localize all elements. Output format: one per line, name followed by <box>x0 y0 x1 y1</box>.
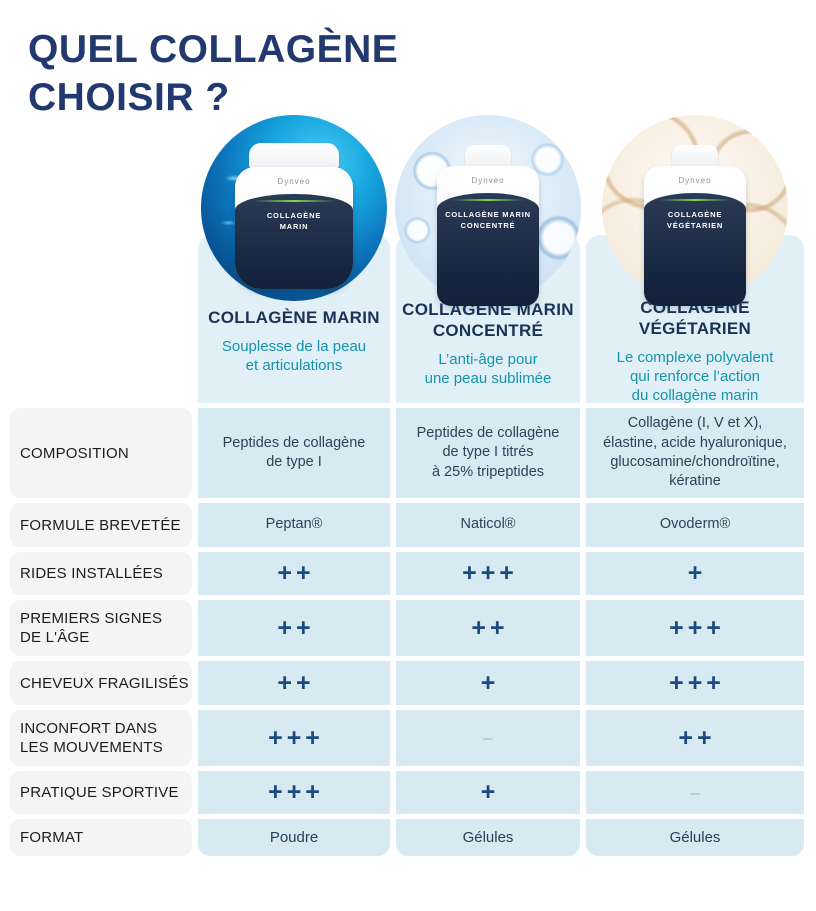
row-label-formule-brevetee: FORMULE BREVETÉE <box>10 503 192 547</box>
format-cell: Gélules <box>586 819 804 856</box>
rating-cell: – <box>396 710 580 766</box>
brand-label: Dynveo <box>678 176 712 185</box>
dash-mark: – <box>690 782 700 802</box>
product-image-collagene-marin-concentre: Dynveo COLLAGÈNE MARIN CONCENTRÉ <box>395 115 581 306</box>
bottle-cap <box>672 145 718 169</box>
jar-lid <box>249 143 339 169</box>
jar-body: Dynveo COLLAGÈNE MARIN <box>235 167 353 289</box>
jar-label-text: COLLAGÈNE MARIN <box>266 211 322 231</box>
bottle-front-label: COLLAGÈNE VÉGÉTARIEN <box>644 193 746 306</box>
rating-cell: + <box>586 552 804 595</box>
rating-cell: +++ <box>198 710 390 766</box>
powder-jar: Dynveo COLLAGÈNE MARIN <box>235 143 353 289</box>
product-card-collagene-marin-concentre: Dynveo COLLAGÈNE MARIN CONCENTRÉ COLLAGÈ… <box>395 115 581 403</box>
plus-marks: + <box>480 668 500 697</box>
plus-marks: ++ <box>277 559 315 587</box>
brand-label: Dynveo <box>277 177 311 186</box>
rating-cell: ++ <box>396 600 580 656</box>
plus-marks: +++ <box>669 613 725 642</box>
plus-marks: +++ <box>462 559 518 587</box>
format-cell: Gélules <box>396 819 580 856</box>
product-tagline: L’anti-âge pour une peau sublimée <box>424 351 552 387</box>
row-label-rides-installees: RIDES INSTALLÉES <box>10 552 192 595</box>
label-accent-line <box>252 200 336 202</box>
rating-cell: + <box>396 661 580 705</box>
rating-cell: – <box>586 771 804 814</box>
product-image-collagene-vegetarien: Dynveo COLLAGÈNE VÉGÉTARIEN <box>602 115 788 306</box>
plus-marks: + <box>687 559 707 587</box>
rating-cell: ++ <box>198 661 390 705</box>
rating-cell: +++ <box>396 552 580 595</box>
jar-front-label: COLLAGÈNE MARIN <box>235 194 353 289</box>
rating-cell: +++ <box>586 600 804 656</box>
composition-cell: Peptides de collagène de type I <box>198 408 390 498</box>
rating-cell: ++ <box>198 552 390 595</box>
header-empty-corner <box>10 235 192 403</box>
rating-cell: +++ <box>586 661 804 705</box>
brand-label: Dynveo <box>471 176 505 185</box>
bottle-label-text: COLLAGÈNE VÉGÉTARIEN <box>666 210 724 230</box>
rating-cell: ++ <box>586 710 804 766</box>
row-label-format: FORMAT <box>10 819 192 856</box>
comparison-table: Dynveo COLLAGÈNE MARIN COLLAGÈNE MARIN S… <box>10 115 806 856</box>
page-title: QUEL COLLAGÈNE CHOISIR ? <box>28 28 399 119</box>
row-label-premiers-signes: PREMIERS SIGNES DE L'ÂGE <box>10 600 192 656</box>
rating-cell: +++ <box>198 771 390 814</box>
bottle-front-label: COLLAGÈNE MARIN CONCENTRÉ <box>437 193 539 306</box>
plus-marks: ++ <box>277 668 315 697</box>
plus-marks: ++ <box>471 613 509 642</box>
product-image-collagene-marin: Dynveo COLLAGÈNE MARIN <box>201 115 387 301</box>
row-label-composition: COMPOSITION <box>10 408 192 498</box>
product-tagline: Souplesse de la peau et articulations <box>221 338 367 374</box>
patented-formula-cell: Naticol® <box>396 503 580 547</box>
format-cell: Poudre <box>198 819 390 856</box>
product-name: COLLAGÈNE MARIN <box>208 308 380 327</box>
row-label-inconfort-mouvements: INCONFORT DANS LES MOUVEMENTS <box>10 710 192 766</box>
plus-marks: +++ <box>268 778 324 806</box>
product-card-collagene-marin: Dynveo COLLAGÈNE MARIN COLLAGÈNE MARIN S… <box>198 115 390 403</box>
rating-cell: ++ <box>198 600 390 656</box>
product-tagline: Le complexe polyvalent qui renforce l’ac… <box>616 349 774 404</box>
plus-marks: ++ <box>678 723 716 752</box>
row-label-pratique-sportive: PRATIQUE SPORTIVE <box>10 771 192 814</box>
product-card-collagene-vegetarien: Dynveo COLLAGÈNE VÉGÉTARIEN COLLAGÈNE VÉ… <box>586 115 804 404</box>
plus-marks: +++ <box>669 668 725 697</box>
composition-cell: Peptides de collagène de type I titrés à… <box>396 408 580 498</box>
bottle-body: Dynveo COLLAGÈNE VÉGÉTARIEN <box>644 166 746 306</box>
bottle-label-text: COLLAGÈNE MARIN CONCENTRÉ <box>445 210 531 230</box>
patented-formula-cell: Peptan® <box>198 503 390 547</box>
dash-mark: – <box>483 728 493 747</box>
label-accent-line <box>452 199 524 201</box>
plus-marks: ++ <box>277 613 315 642</box>
composition-cell: Collagène (I, V et X), élastine, acide h… <box>586 408 804 498</box>
row-label-cheveux-fragilises: CHEVEUX FRAGILISÉS <box>10 661 192 705</box>
rating-cell: + <box>396 771 580 814</box>
capsule-bottle: Dynveo COLLAGÈNE VÉGÉTARIEN <box>644 145 746 306</box>
capsule-bottle: Dynveo COLLAGÈNE MARIN CONCENTRÉ <box>437 145 539 306</box>
plus-marks: + <box>480 778 500 806</box>
bottle-cap <box>465 145 511 169</box>
patented-formula-cell: Ovoderm® <box>586 503 804 547</box>
plus-marks: +++ <box>268 723 324 752</box>
bottle-body: Dynveo COLLAGÈNE MARIN CONCENTRÉ <box>437 166 539 306</box>
label-accent-line <box>659 199 731 201</box>
